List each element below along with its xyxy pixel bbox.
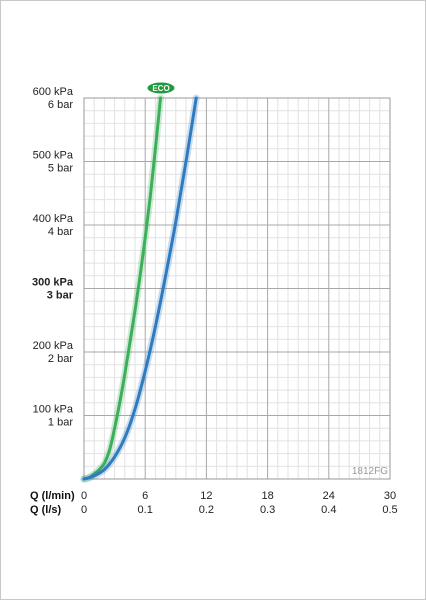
major-grid — [84, 98, 390, 479]
plot-border — [83, 97, 391, 480]
standard-curve — [82, 96, 198, 481]
x-tick-lmin: 6 — [142, 490, 148, 502]
model-code: 1812FG — [352, 466, 388, 477]
eco-label: ECO — [152, 84, 169, 93]
y-tick-kpa: 100 kPa — [33, 404, 74, 416]
y-tick-kpa: 200 kPa — [33, 340, 74, 352]
x-tick-ls: 0.4 — [321, 504, 336, 516]
y-tick-kpa: 600 kPa — [33, 86, 74, 98]
series-layer — [80, 94, 200, 483]
x-axis-label-lmin: Q (l/min) — [30, 490, 75, 502]
y-tick-kpa: 400 kPa — [33, 213, 74, 225]
x-tick-lmin: 24 — [323, 490, 335, 502]
x-tick-lmin: 30 — [384, 490, 396, 502]
y-tick-bar: 5 bar — [48, 163, 73, 175]
eco-curve — [82, 96, 162, 481]
x-tick-lmin: 0 — [81, 490, 87, 502]
y-tick-kpa: 300 kPa — [32, 277, 74, 289]
y-tick-bar: 4 bar — [48, 226, 73, 238]
x-tick-ls: 0.3 — [260, 504, 275, 516]
x-tick-lmin: 12 — [200, 490, 212, 502]
y-tick-bar: 6 bar — [48, 99, 73, 111]
x-tick-ls: 0.5 — [382, 504, 397, 516]
x-axis-label-ls: Q (l/s) — [30, 504, 62, 516]
y-tick-bar: 1 bar — [48, 417, 73, 429]
y-tick-bar: 2 bar — [48, 353, 73, 365]
eco-badge: ECO — [146, 81, 176, 95]
x-axis-labels: 0 0 6 0.1 12 0.2 18 0.3 24 0.4 30 0.5 — [81, 490, 398, 516]
x-tick-ls: 0.2 — [199, 504, 214, 516]
x-tick-lmin: 18 — [261, 490, 273, 502]
y-tick-bar: 3 bar — [47, 290, 74, 302]
x-tick-ls: 0 — [81, 504, 87, 516]
x-tick-ls: 0.1 — [138, 504, 153, 516]
y-tick-kpa: 500 kPa — [33, 150, 74, 162]
